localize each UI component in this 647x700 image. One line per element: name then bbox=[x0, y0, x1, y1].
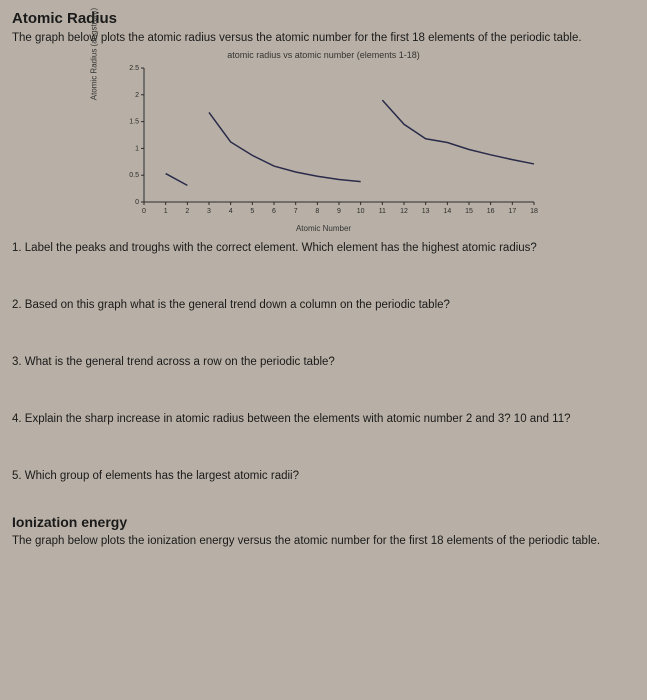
svg-text:15: 15 bbox=[465, 208, 473, 215]
section2-title: Ionization energy bbox=[12, 514, 635, 530]
svg-text:8: 8 bbox=[315, 208, 319, 215]
section1-subtitle: The graph below plots the atomic radius … bbox=[12, 31, 635, 46]
svg-text:9: 9 bbox=[337, 208, 341, 215]
chart-ylabel: Atomic Radius (angstrom) bbox=[89, 8, 98, 100]
svg-text:0: 0 bbox=[142, 208, 146, 215]
svg-text:7: 7 bbox=[293, 208, 297, 215]
chart-xlabel: Atomic Number bbox=[12, 224, 635, 233]
question-2: 2. Based on this graph what is the gener… bbox=[12, 298, 635, 313]
svg-text:10: 10 bbox=[356, 208, 364, 215]
svg-text:12: 12 bbox=[400, 208, 408, 215]
svg-text:1: 1 bbox=[163, 208, 167, 215]
svg-text:18: 18 bbox=[530, 208, 538, 215]
question-5: 5. Which group of elements has the large… bbox=[12, 469, 635, 484]
section2-subtitle: The graph below plots the ionization ene… bbox=[12, 534, 635, 549]
chart-svg: 00.511.522.50123456789101112131415161718 bbox=[104, 62, 544, 222]
svg-text:11: 11 bbox=[378, 208, 385, 215]
svg-text:16: 16 bbox=[486, 208, 494, 215]
svg-text:2.5: 2.5 bbox=[129, 65, 139, 72]
svg-text:2: 2 bbox=[135, 92, 139, 99]
question-1: 1. Label the peaks and troughs with the … bbox=[12, 241, 635, 256]
svg-text:6: 6 bbox=[272, 208, 276, 215]
chart-title: atomic radius vs atomic number (elements… bbox=[12, 50, 635, 60]
svg-text:0: 0 bbox=[135, 199, 139, 206]
chart-area: Atomic Radius (angstrom) 00.511.522.5012… bbox=[104, 62, 544, 222]
svg-text:0.5: 0.5 bbox=[129, 172, 139, 179]
svg-text:5: 5 bbox=[250, 208, 254, 215]
svg-text:1.5: 1.5 bbox=[129, 119, 139, 126]
svg-text:17: 17 bbox=[508, 208, 516, 215]
svg-text:1: 1 bbox=[135, 145, 139, 152]
question-3: 3. What is the general trend across a ro… bbox=[12, 355, 635, 370]
svg-text:14: 14 bbox=[443, 208, 451, 215]
questions-block: 1. Label the peaks and troughs with the … bbox=[12, 241, 635, 484]
svg-text:3: 3 bbox=[207, 208, 211, 215]
svg-text:2: 2 bbox=[185, 208, 189, 215]
question-4: 4. Explain the sharp increase in atomic … bbox=[12, 412, 635, 427]
section1-title: Atomic Radius bbox=[12, 10, 635, 27]
chart-container: atomic radius vs atomic number (elements… bbox=[12, 50, 635, 233]
svg-text:4: 4 bbox=[228, 208, 232, 215]
svg-text:13: 13 bbox=[421, 208, 429, 215]
